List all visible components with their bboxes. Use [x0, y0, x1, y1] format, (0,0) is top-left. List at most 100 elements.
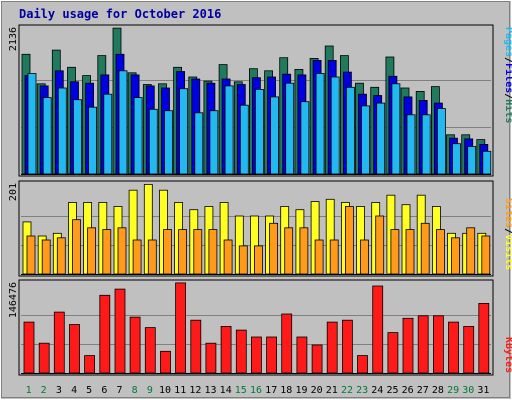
bar-sites-day-3	[56, 237, 66, 275]
day-label-26: 26	[402, 385, 414, 396]
bar-sites-day-22	[344, 206, 354, 275]
bar-pages-day-23	[361, 105, 370, 175]
bar-kbytes-day-24	[372, 285, 384, 374]
bar-pages-day-2	[42, 97, 52, 175]
bar-sites-day-26	[405, 229, 415, 275]
day-label-8: 8	[132, 385, 138, 396]
bar-sites-day-7	[117, 227, 127, 275]
bar-kbytes-day-1	[23, 321, 35, 374]
bar-kbytes-day-17	[266, 336, 278, 374]
bar-sites-day-28	[435, 229, 445, 275]
bar-kbytes-day-26	[402, 317, 414, 374]
legend-files: Files	[503, 63, 512, 93]
bar-pages-day-22	[345, 86, 355, 175]
bar-pages-day-15	[239, 104, 249, 175]
bar-layer	[21, 27, 492, 374]
bar-kbytes-day-10	[160, 350, 171, 374]
day-label-20: 20	[311, 385, 323, 396]
bar-kbytes-day-27	[417, 315, 429, 374]
day-label-21: 21	[326, 385, 338, 396]
day-label-11: 11	[174, 385, 186, 396]
bar-kbytes-day-8	[129, 316, 141, 374]
bar-pages-day-17	[270, 96, 280, 175]
day-label-7: 7	[116, 385, 122, 396]
day-label-14: 14	[220, 385, 232, 396]
bar-kbytes-day-4	[69, 324, 80, 374]
bar-pages-day-12	[194, 112, 204, 175]
bar-sites-day-19	[299, 227, 309, 275]
bar-kbytes-day-29	[448, 321, 459, 374]
legend-kbytes: KBytes	[503, 337, 512, 373]
legend-sep-1: /	[503, 57, 512, 63]
bottom-side-legend: KBytes	[503, 337, 512, 373]
bar-pages-day-1	[27, 73, 37, 175]
panel-middle-frame	[18, 180, 494, 277]
day-label-13: 13	[204, 385, 216, 396]
chart-title: Daily usage for October 2016	[19, 7, 221, 21]
day-label-25: 25	[386, 385, 398, 396]
bar-kbytes-day-5	[84, 355, 95, 374]
bar-kbytes-day-11	[175, 282, 187, 374]
top-side-legend: Pages/Files/Hits	[503, 27, 512, 123]
bar-sites-day-5	[87, 227, 96, 275]
bar-kbytes-day-2	[38, 342, 50, 374]
bar-pages-day-19	[300, 101, 310, 175]
bar-pages-day-7	[118, 70, 128, 175]
day-label-28: 28	[432, 385, 444, 396]
bar-kbytes-day-7	[114, 288, 126, 374]
bar-kbytes-day-31	[478, 302, 490, 374]
bar-sites-day-11	[178, 229, 188, 275]
bar-sites-day-2	[41, 239, 51, 275]
bar-pages-day-27	[421, 114, 431, 175]
bar-sites-day-6	[102, 229, 112, 275]
bar-pages-day-13	[209, 110, 219, 175]
bar-pages-day-9	[148, 108, 158, 175]
bar-sites-day-14	[223, 239, 233, 275]
day-label-9: 9	[147, 385, 153, 396]
bar-sites-day-10	[163, 229, 172, 275]
bar-pages-day-4	[73, 99, 82, 175]
day-label-18: 18	[280, 385, 292, 396]
bar-pages-day-6	[103, 93, 113, 175]
bar-pages-day-24	[376, 102, 386, 175]
day-label-24: 24	[371, 385, 383, 396]
bar-sites-day-16	[253, 245, 263, 275]
legend-sep-3: /	[503, 228, 512, 234]
day-label-10: 10	[159, 385, 171, 396]
bar-pages-day-14	[224, 85, 234, 175]
day-label-6: 6	[101, 385, 107, 396]
day-label-3: 3	[56, 385, 62, 396]
day-label-23: 23	[356, 385, 368, 396]
bar-kbytes-day-20	[311, 344, 323, 374]
bar-kbytes-day-9	[144, 327, 156, 374]
bar-sites-day-27	[420, 222, 430, 275]
day-label-19: 19	[295, 385, 307, 396]
bar-pages-day-11	[179, 88, 189, 175]
bar-sites-day-8	[132, 239, 142, 275]
legend-visits: Visits	[503, 234, 512, 270]
day-label-30: 30	[462, 385, 474, 396]
bar-sites-day-17	[269, 222, 279, 275]
bar-sites-day-13	[208, 229, 218, 275]
day-label-17: 17	[265, 385, 277, 396]
bar-kbytes-day-22	[341, 319, 353, 374]
bottom-ymax-label: 146476	[8, 282, 19, 318]
bar-pages-day-31	[482, 150, 492, 175]
bar-kbytes-day-18	[281, 313, 293, 374]
panel-top-frame	[18, 24, 494, 177]
day-label-31: 31	[477, 385, 489, 396]
bar-sites-day-21	[329, 239, 339, 275]
bar-pages-day-20	[315, 73, 325, 175]
bar-sites-day-18	[284, 227, 294, 275]
bar-kbytes-day-30	[463, 325, 475, 374]
bar-pages-day-25	[391, 83, 401, 175]
bar-sites-day-12	[193, 229, 203, 275]
top-ymax-label: 2136	[8, 27, 19, 51]
bar-kbytes-day-21	[326, 321, 338, 374]
bar-kbytes-day-14	[220, 325, 232, 374]
legend-sites: Sites	[503, 198, 512, 228]
bar-kbytes-day-23	[357, 355, 368, 374]
bar-kbytes-day-12	[190, 319, 202, 374]
